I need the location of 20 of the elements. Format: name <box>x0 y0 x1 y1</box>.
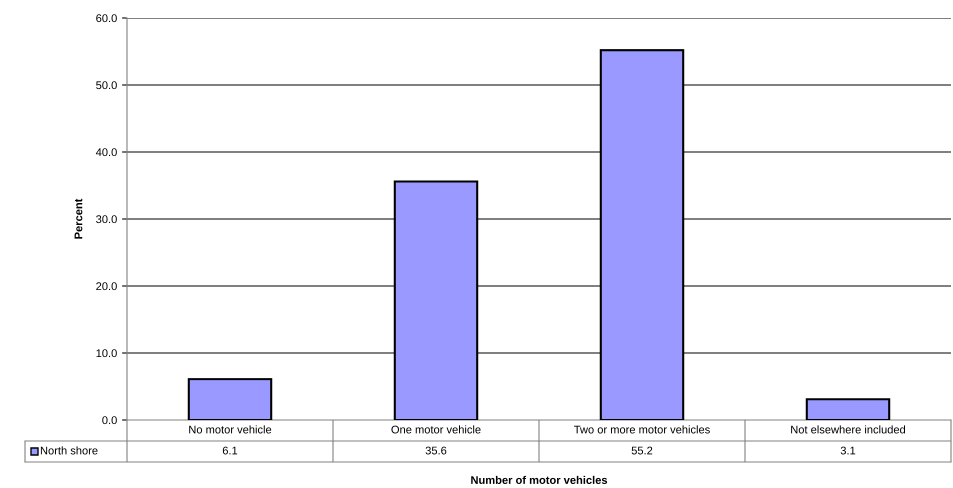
bar <box>188 378 272 420</box>
y-tick-label: 20.0 <box>96 282 117 290</box>
bar <box>806 398 890 420</box>
data-label: 55.2 <box>632 446 652 454</box>
data-label: 35.6 <box>426 446 446 454</box>
y-tick-label: 40.0 <box>96 148 117 156</box>
x-tick-label: No motor vehicle <box>189 425 272 434</box>
y-axis-title: Percent <box>74 198 82 239</box>
y-tick-label: 60.0 <box>96 14 117 22</box>
y-tick-label: 50.0 <box>96 81 117 90</box>
x-tick-label: Not elsewhere included <box>791 425 906 434</box>
x-tick-label: Two or more motor vehicles <box>574 425 710 434</box>
y-tick-label: 30.0 <box>96 215 117 224</box>
data-label: 3.1 <box>840 446 856 454</box>
legend-label: North shore <box>40 446 98 454</box>
x-tick-label: One motor vehicle <box>391 425 481 434</box>
x-axis-title: Number of motor vehicles <box>471 476 608 484</box>
y-tick-label: 10.0 <box>96 349 117 358</box>
data-label: 6.1 <box>222 446 238 454</box>
y-tick-label: 0.0 <box>102 416 117 424</box>
